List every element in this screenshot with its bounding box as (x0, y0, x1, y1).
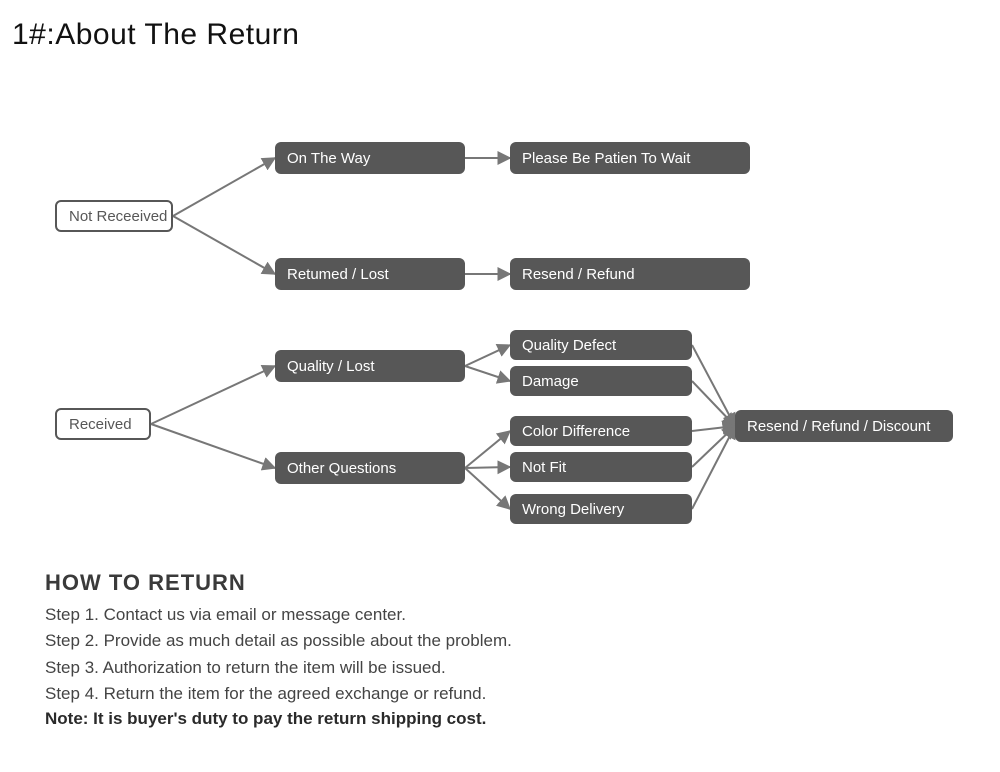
edge-wrong_delivery-resolution (692, 426, 735, 509)
edge-damage-resolution (692, 381, 735, 426)
node-wrong_delivery: Wrong Delivery (510, 494, 692, 524)
node-quality_defect: Quality Defect (510, 330, 692, 360)
edge-not_received-returned_lost (173, 216, 275, 274)
node-resend_refund: Resend / Refund (510, 258, 750, 290)
howto-section: HOW TO RETURN Step 1. Contact us via ema… (45, 570, 945, 729)
node-not_received: Not Receeived (55, 200, 173, 232)
edge-other_q-not_fit (465, 467, 510, 468)
edge-not_fit-resolution (692, 426, 735, 467)
node-returned_lost: Retumed / Lost (275, 258, 465, 290)
edge-quality_lost-quality_defect (465, 345, 510, 366)
howto-title: HOW TO RETURN (45, 570, 945, 596)
node-color_diff: Color Difference (510, 416, 692, 446)
edge-received-quality_lost (151, 366, 275, 424)
howto-step-4: Step 4. Return the item for the agreed e… (45, 681, 945, 707)
node-resolution: Resend / Refund / Discount (735, 410, 953, 442)
node-on_the_way: On The Way (275, 142, 465, 174)
howto-step-1: Step 1. Contact us via email or message … (45, 602, 945, 628)
page-title: 1#:About The Return (12, 18, 299, 52)
edge-color_diff-resolution (692, 426, 735, 431)
howto-step-2: Step 2. Provide as much detail as possib… (45, 628, 945, 654)
howto-note: Note: It is buyer's duty to pay the retu… (45, 709, 945, 729)
page: 1#:About The Return Not Receeived Receive… (0, 0, 1000, 772)
edge-other_q-color_diff (465, 431, 510, 468)
edge-received-other_q (151, 424, 275, 468)
edge-quality_lost-damage (465, 366, 510, 381)
edge-quality_defect-resolution (692, 345, 735, 426)
node-be_patient: Please Be Patien To Wait (510, 142, 750, 174)
node-other_q: Other Questions (275, 452, 465, 484)
node-received: Received (55, 408, 151, 440)
node-quality_lost: Quality / Lost (275, 350, 465, 382)
edge-not_received-on_the_way (173, 158, 275, 216)
howto-step-3: Step 3. Authorization to return the item… (45, 655, 945, 681)
edge-other_q-wrong_delivery (465, 468, 510, 509)
node-not_fit: Not Fit (510, 452, 692, 482)
node-damage: Damage (510, 366, 692, 396)
